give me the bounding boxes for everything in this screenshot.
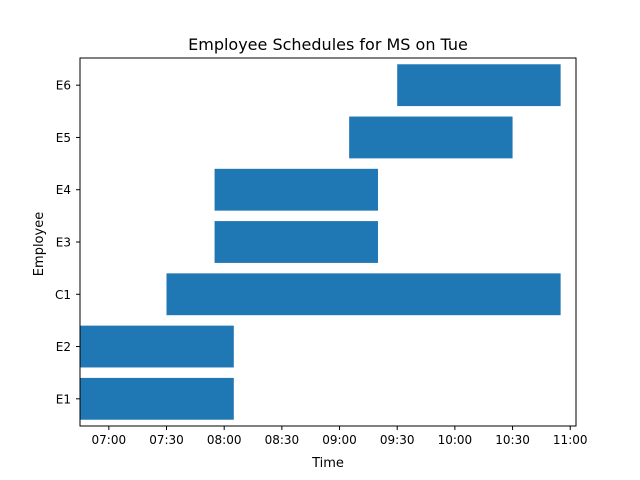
bar-e6 — [397, 64, 561, 107]
y-tick-label: E1 — [56, 392, 71, 406]
y-tick-label: E5 — [56, 131, 71, 145]
bar-e4 — [214, 168, 378, 211]
y-axis-label: Employee — [32, 212, 47, 276]
x-axis-label: Time — [311, 456, 344, 471]
y-axis: E1 E2 C1 E3 E4 E5 E6 — [55, 79, 80, 406]
x-tick-label: 07:30 — [149, 433, 184, 447]
x-tick-label: 10:00 — [438, 433, 473, 447]
x-tick-label: 08:30 — [265, 433, 300, 447]
chart-title: Employee Schedules for MS on Tue — [188, 35, 468, 54]
bar-e2 — [80, 325, 234, 368]
y-tick-label: E3 — [56, 236, 71, 250]
bar-e3 — [214, 221, 378, 263]
bar-e1 — [80, 377, 234, 420]
bar-c1 — [166, 273, 561, 316]
x-tick-label: 09:00 — [322, 433, 357, 447]
y-tick-label: C1 — [55, 288, 71, 302]
y-tick-label: E2 — [56, 340, 71, 354]
y-tick-label: E6 — [56, 79, 71, 93]
plot-frame — [79, 57, 577, 427]
y-tick-label: E4 — [56, 183, 71, 197]
x-tick-label: 09:30 — [380, 433, 415, 447]
x-axis: 07:00 07:30 08:00 08:30 09:00 09:30 10:00 10:30… — [92, 426, 588, 447]
x-tick-label: 11:00 — [553, 433, 588, 447]
x-tick-label: 08:00 — [207, 433, 242, 447]
x-tick-label: 07:00 — [92, 433, 127, 447]
bar-e5 — [349, 116, 513, 159]
bars — [80, 64, 561, 420]
x-tick-label: 10:30 — [495, 433, 530, 447]
